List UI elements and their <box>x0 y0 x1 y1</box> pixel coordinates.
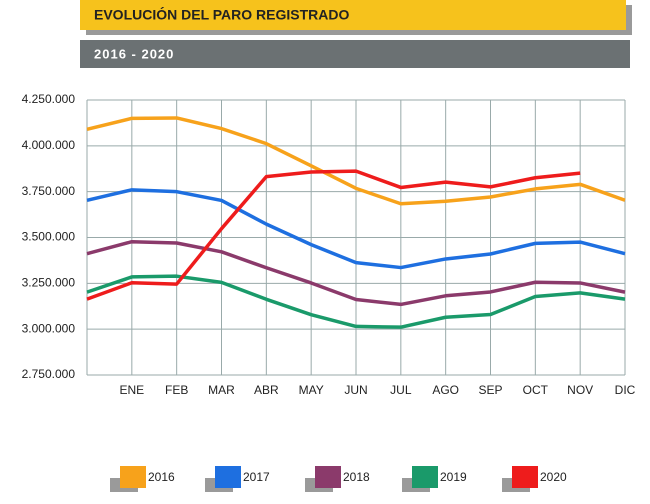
subtitle-bar <box>80 40 630 68</box>
legend-swatch <box>120 466 146 488</box>
legend-swatch <box>512 466 538 488</box>
chart-title: EVOLUCIÓN DEL PARO REGISTRADO <box>94 6 350 23</box>
legend-swatch <box>412 466 438 488</box>
x-tick-label: NOV <box>567 383 593 397</box>
x-tick-label: MAR <box>208 383 235 397</box>
x-tick-label: AGO <box>432 383 459 397</box>
x-tick-label: JUL <box>390 383 412 397</box>
series-line <box>86 116 626 206</box>
legend-label: 2016 <box>148 470 175 484</box>
x-tick-label: ABR <box>254 383 279 397</box>
series-line <box>86 274 626 329</box>
y-tick-label: 3.500.000 <box>22 230 76 244</box>
x-tick-label: SEP <box>478 383 502 397</box>
x-tick-label: OCT <box>523 383 549 397</box>
x-tick-label: JUN <box>344 383 367 397</box>
title-bar <box>80 0 626 30</box>
y-tick-label: 4.250.000 <box>22 92 76 106</box>
y-tick-label: 2.750.000 <box>22 367 76 381</box>
x-tick-label: ENE <box>119 383 144 397</box>
y-tick-label: 3.000.000 <box>22 321 76 335</box>
x-tick-label: MAY <box>299 383 324 397</box>
legend-swatch <box>315 466 341 488</box>
legend-label: 2019 <box>440 470 467 484</box>
x-tick-label: FEB <box>165 383 188 397</box>
x-tick-label: DIC <box>615 383 636 397</box>
series-line <box>86 169 581 301</box>
series-line <box>86 188 626 270</box>
legend-swatch <box>215 466 241 488</box>
legend-label: 2020 <box>540 470 567 484</box>
y-tick-label: 3.750.000 <box>22 184 76 198</box>
y-tick-label: 3.250.000 <box>22 276 76 290</box>
legend-label: 2018 <box>343 470 370 484</box>
legend-label: 2017 <box>243 470 270 484</box>
y-tick-label: 4.000.000 <box>22 138 76 152</box>
series-line <box>86 239 626 307</box>
chart-subtitle: 2016 - 2020 <box>94 46 174 61</box>
